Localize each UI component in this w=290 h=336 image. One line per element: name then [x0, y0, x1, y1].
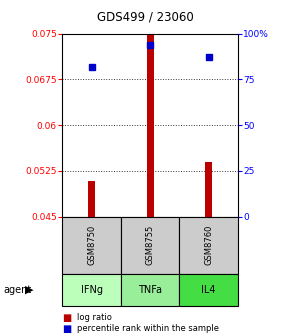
Text: percentile rank within the sample: percentile rank within the sample [77, 324, 219, 333]
Text: ▶: ▶ [25, 285, 33, 295]
Text: ■: ■ [62, 324, 72, 334]
Text: log ratio: log ratio [77, 313, 112, 322]
Text: IFNg: IFNg [81, 285, 103, 295]
Text: GDS499 / 23060: GDS499 / 23060 [97, 10, 193, 24]
Text: ■: ■ [62, 312, 72, 323]
Text: GSM8755: GSM8755 [146, 225, 155, 265]
Bar [146, 35, 154, 217]
Text: IL4: IL4 [201, 285, 216, 295]
Text: GSM8750: GSM8750 [87, 225, 96, 265]
Text: TNFa: TNFa [138, 285, 162, 295]
Bar [88, 181, 95, 217]
Text: agent: agent [3, 285, 31, 295]
Bar [205, 162, 212, 217]
Text: GSM8760: GSM8760 [204, 225, 213, 265]
